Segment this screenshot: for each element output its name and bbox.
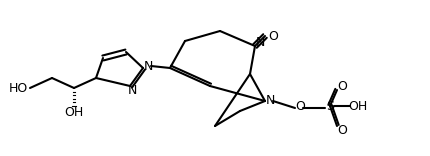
Text: S: S — [326, 100, 334, 112]
Text: N: N — [143, 59, 153, 73]
Text: N: N — [127, 85, 137, 98]
Text: OH: OH — [64, 107, 83, 119]
Text: OH: OH — [348, 100, 368, 112]
Text: O: O — [295, 100, 305, 112]
Text: O: O — [337, 80, 347, 93]
Text: O: O — [268, 29, 278, 42]
Text: O: O — [337, 124, 347, 136]
Text: N: N — [255, 37, 265, 49]
Text: N: N — [265, 95, 275, 107]
Text: HO: HO — [8, 81, 28, 95]
